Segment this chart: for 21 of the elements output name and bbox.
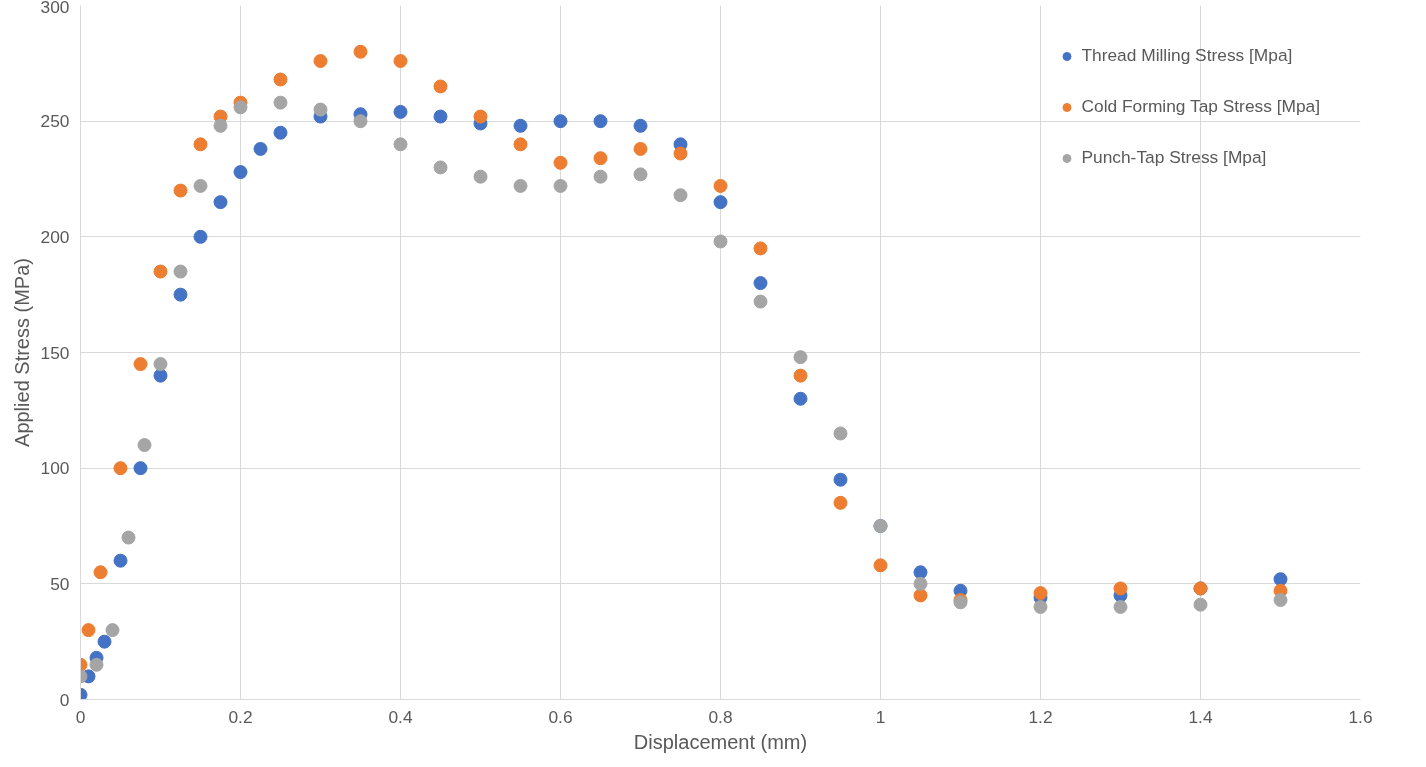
x-tick-label: 1.2 bbox=[1028, 706, 1053, 727]
y-tick-label: 300 bbox=[40, 0, 70, 17]
x-axis-title: Displacement (mm) bbox=[633, 730, 808, 753]
x-tick-label: 0.8 bbox=[708, 706, 733, 727]
y-tick-label: 250 bbox=[40, 111, 70, 132]
y-tick-label: 50 bbox=[50, 573, 70, 594]
x-tick-label: 0.2 bbox=[228, 706, 253, 727]
y-tick-label: 200 bbox=[40, 226, 70, 247]
legend-label: Thread Milling Stress [Mpa] bbox=[1081, 45, 1293, 66]
y-tick-label: 0 bbox=[59, 689, 70, 710]
x-tick-label: 0.6 bbox=[548, 706, 573, 727]
x-tick-label: 0.4 bbox=[388, 706, 413, 727]
y-tick-label: 100 bbox=[40, 458, 70, 479]
legend-label: Punch-Tap Stress [Mpa] bbox=[1081, 147, 1267, 168]
y-tick-label: 150 bbox=[40, 342, 70, 363]
legend-label: Cold Forming Tap Stress [Mpa] bbox=[1081, 96, 1320, 117]
x-tick-label: 0 bbox=[75, 706, 86, 727]
x-tick-label: 1.6 bbox=[1348, 706, 1373, 727]
x-tick-label: 1 bbox=[875, 706, 886, 727]
y-axis-title: Applied Stress (MPa) bbox=[10, 258, 33, 447]
x-tick-label: 1.4 bbox=[1188, 706, 1213, 727]
